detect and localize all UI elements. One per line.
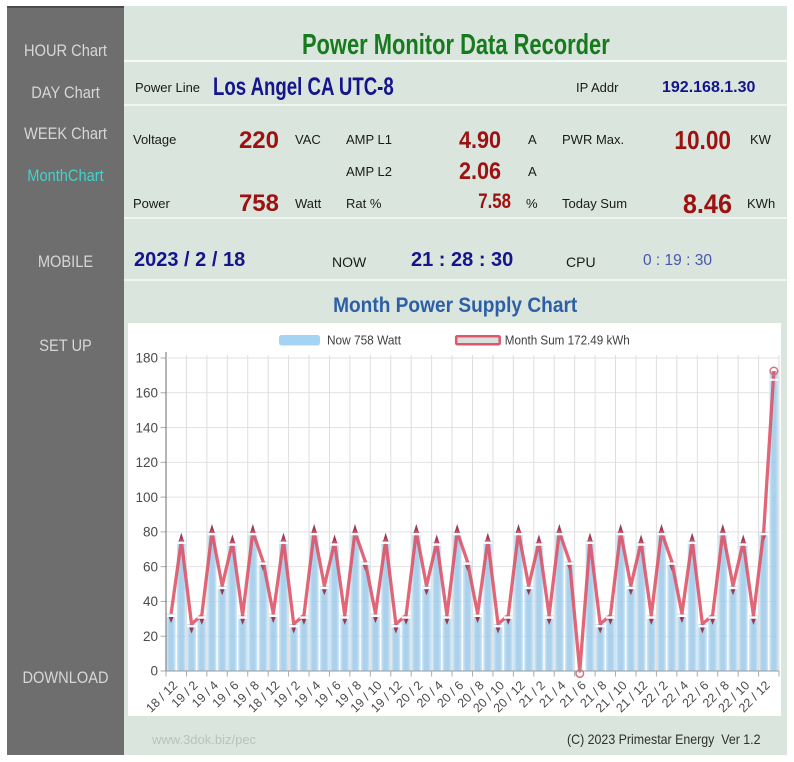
svg-text:160: 160 (135, 385, 158, 400)
svg-text:80: 80 (143, 525, 158, 540)
svg-text:Month Sum 172.49 kWh: Month Sum 172.49 kWh (505, 333, 630, 348)
svg-text:100: 100 (135, 490, 158, 505)
svg-text:120: 120 (135, 455, 158, 470)
svg-text:180: 180 (135, 351, 158, 366)
svg-text:60: 60 (143, 559, 158, 574)
svg-text:40: 40 (143, 594, 158, 609)
svg-text:Now 758 Watt: Now 758 Watt (327, 333, 401, 348)
svg-text:0: 0 (150, 664, 158, 679)
svg-text:140: 140 (135, 420, 158, 435)
svg-text:20: 20 (143, 629, 158, 644)
